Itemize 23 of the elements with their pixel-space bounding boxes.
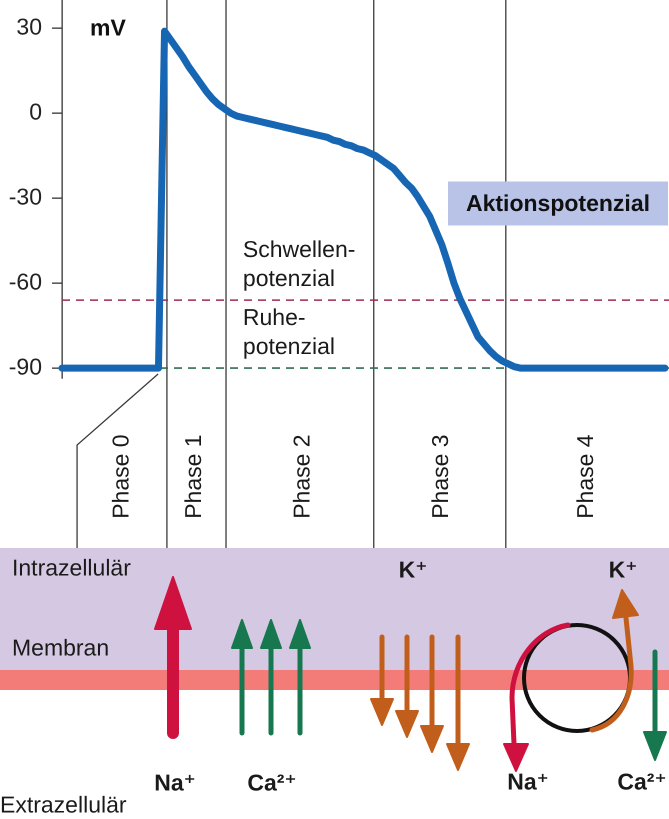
series-label: Aktionspotenzial [466, 190, 650, 216]
text: Ca²⁺ [617, 768, 667, 795]
text: Na⁺ [507, 768, 549, 795]
x-tick-label: Phase 2 [288, 434, 315, 519]
y-tick-label: 30 [16, 14, 42, 40]
x-tick-label: Phase 0 [108, 434, 134, 519]
text: K⁺ [608, 556, 638, 583]
y-tick-label: 0 [29, 98, 42, 125]
text: Extrazellulär [0, 791, 127, 818]
x-tick-label: Phase 4 [572, 434, 598, 519]
text: Ca²⁺ [247, 769, 297, 796]
text: Na⁺ [154, 769, 196, 796]
ref-line-label: Schwellen- potenzial [242, 236, 356, 292]
x-tick-label: Phase 3 [427, 434, 454, 519]
text: K⁺ [398, 556, 428, 583]
text: Intrazellulär [12, 554, 131, 581]
y-axis-title: mV [90, 14, 126, 41]
y-tick-label: -90 [8, 353, 42, 380]
y-tick-label: -60 [8, 268, 42, 294]
text: Membran [12, 634, 110, 661]
ref-line-label: Ruhe- potenzial [242, 304, 335, 360]
x-tick-label: Phase 1 [180, 434, 206, 519]
y-tick-label: -30 [8, 184, 42, 210]
